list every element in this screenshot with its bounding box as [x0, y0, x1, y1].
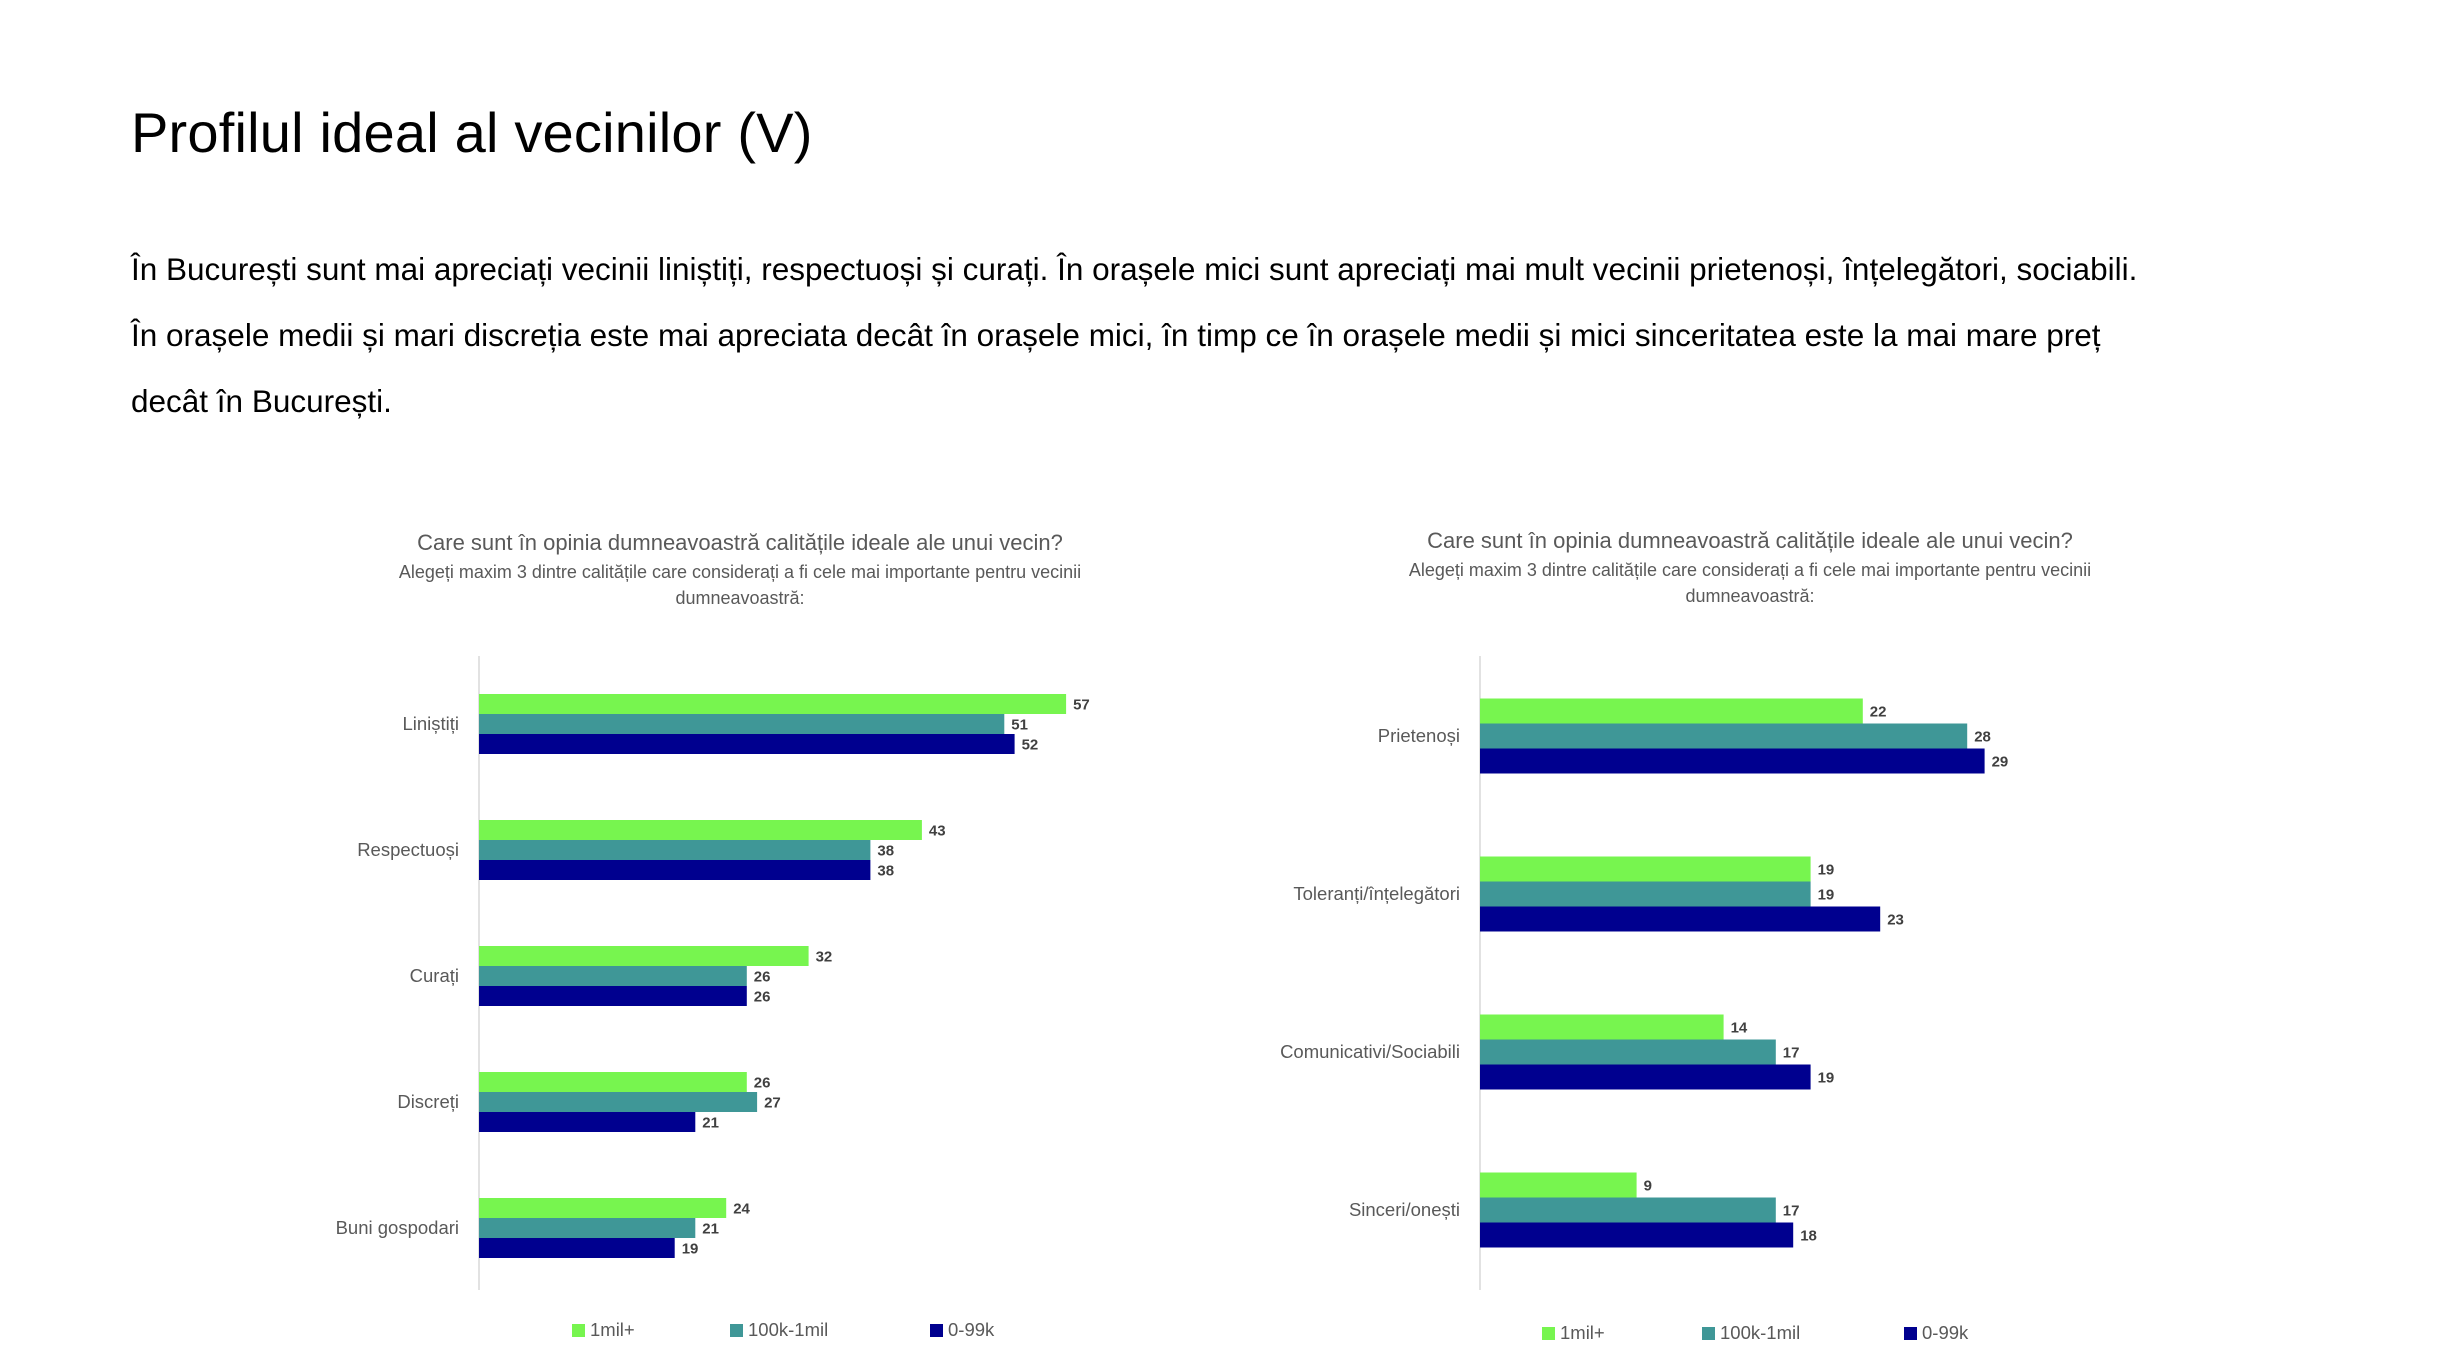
bar	[479, 1238, 675, 1258]
bar	[479, 734, 1015, 754]
chart-subtitle: dumneavoastră:	[1685, 586, 1814, 606]
data-label: 27	[764, 1095, 781, 1112]
bar	[479, 840, 871, 860]
chart-title: Care sunt în opinia dumneavoastră calită…	[417, 530, 1063, 555]
data-label: 19	[1818, 1070, 1835, 1087]
bar	[479, 1112, 696, 1132]
bar	[1480, 1039, 1776, 1065]
category-label: Respectuoși	[357, 839, 459, 860]
bar	[479, 860, 871, 880]
bar	[479, 1218, 696, 1238]
data-label: 19	[1818, 887, 1835, 904]
category-label: Buni gospodari	[336, 1217, 459, 1238]
data-label: 17	[1783, 1045, 1800, 1062]
bar	[479, 694, 1067, 714]
data-label: 32	[816, 949, 833, 966]
data-label: 21	[702, 1115, 719, 1132]
category-label: Sinceri/onești	[1349, 1199, 1460, 1220]
legend-label: 1mil+	[1560, 1322, 1605, 1343]
category-label: Liniștiți	[402, 713, 459, 734]
data-label: 52	[1022, 737, 1039, 754]
data-label: 26	[754, 989, 771, 1006]
bar	[1480, 723, 1968, 749]
intro-line: În București sunt mai apreciați vecinii …	[131, 251, 2138, 287]
legend-swatch	[1702, 1327, 1715, 1340]
chart-right: Care sunt în opinia dumneavoastră calită…	[1224, 520, 2448, 1368]
legend-swatch	[1904, 1327, 1917, 1340]
legend-label: 100k-1mil	[1720, 1322, 1800, 1343]
legend-label: 1mil+	[590, 1319, 635, 1340]
legend-label: 0-99k	[948, 1319, 995, 1340]
bar	[1480, 881, 1811, 907]
chart-left-svg: Care sunt în opinia dumneavoastră calită…	[336, 530, 1090, 1340]
data-label: 26	[754, 969, 771, 986]
bar	[479, 1198, 727, 1218]
data-label: 24	[733, 1201, 750, 1218]
data-label: 18	[1800, 1228, 1817, 1245]
data-label: 17	[1783, 1203, 1800, 1220]
chart-subtitle: Alegeți maxim 3 dintre calitățile care c…	[1409, 560, 2091, 580]
category-label: Toleranți/înțelegători	[1293, 883, 1460, 904]
bar	[1480, 906, 1881, 932]
data-label: 29	[1992, 754, 2009, 771]
data-label: 22	[1870, 704, 1887, 721]
bar	[1480, 1172, 1637, 1198]
data-label: 43	[929, 823, 946, 840]
bar	[1480, 1222, 1794, 1248]
data-label: 19	[682, 1241, 699, 1258]
data-label: 38	[877, 863, 894, 880]
bar	[479, 946, 809, 966]
data-label: 51	[1011, 717, 1028, 734]
data-label: 9	[1644, 1178, 1652, 1195]
bar	[1480, 1064, 1811, 1090]
bar	[1480, 1197, 1776, 1223]
legend-label: 100k-1mil	[748, 1319, 828, 1340]
bar	[479, 1092, 758, 1112]
legend-swatch	[930, 1324, 943, 1337]
data-label: 14	[1731, 1020, 1748, 1037]
data-label: 28	[1974, 729, 1991, 746]
bar	[479, 966, 747, 986]
category-label: Prietenoși	[1378, 725, 1460, 746]
bar	[479, 1072, 747, 1092]
chart-subtitle: dumneavoastră:	[675, 588, 804, 608]
slide-title: Profilul ideal al vecinilor (V)	[131, 101, 813, 164]
data-label: 19	[1818, 862, 1835, 879]
chart-left: Care sunt în opinia dumneavoastră calită…	[0, 520, 1224, 1368]
data-label: 38	[877, 843, 894, 860]
chart-subtitle: Alegeți maxim 3 dintre calitățile care c…	[399, 562, 1081, 582]
data-label: 57	[1073, 697, 1090, 714]
data-label: 21	[702, 1221, 719, 1238]
bar	[479, 986, 747, 1006]
intro-line: În orașele medii și mari discreția este …	[131, 317, 2101, 353]
bar	[1480, 1014, 1724, 1040]
bar	[479, 820, 922, 840]
bar	[1480, 698, 1863, 724]
intro-paragraph: În București sunt mai apreciați vecinii …	[131, 236, 2371, 434]
legend-swatch	[1542, 1327, 1555, 1340]
bar	[1480, 748, 1985, 774]
legend-swatch	[572, 1324, 585, 1337]
data-label: 23	[1887, 912, 1904, 929]
bar	[479, 714, 1005, 734]
intro-line: decât în București.	[131, 383, 392, 419]
category-label: Curați	[410, 965, 459, 986]
bar	[1480, 856, 1811, 882]
category-label: Discreți	[397, 1091, 459, 1112]
chart-title: Care sunt în opinia dumneavoastră calită…	[1427, 528, 2073, 553]
legend-label: 0-99k	[1922, 1322, 1969, 1343]
chart-right-svg: Care sunt în opinia dumneavoastră calită…	[1280, 528, 2091, 1343]
category-label: Comunicativi/Sociabili	[1280, 1041, 1460, 1062]
data-label: 26	[754, 1075, 771, 1092]
legend-swatch	[730, 1324, 743, 1337]
